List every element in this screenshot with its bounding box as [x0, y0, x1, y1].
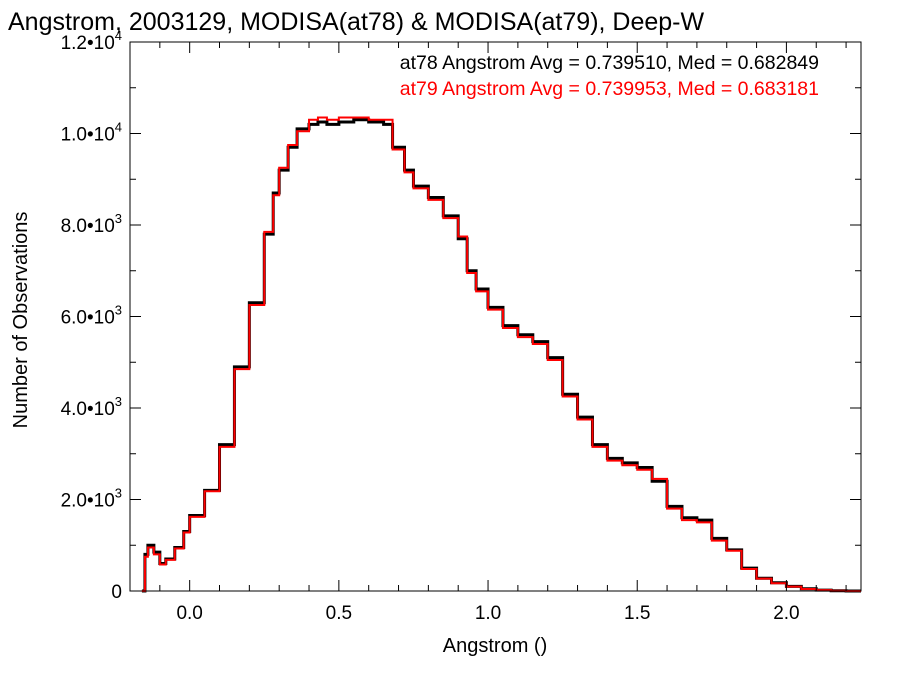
- y-tick-label: 8.0•103: [61, 211, 122, 237]
- annotation-2: at79 Angstrom Avg = 0.739953, Med = 0.68…: [400, 78, 819, 100]
- y-tick-label: 1.2•104: [61, 28, 122, 54]
- x-tick-label: 0.5: [326, 603, 352, 624]
- y-axis-title: Number of Observations: [10, 212, 32, 429]
- x-axis-title: Angstrom (): [443, 635, 547, 657]
- x-tick-label: 2.0: [773, 603, 799, 624]
- y-tick-label: 1.0•104: [61, 120, 122, 146]
- x-tick-label: 0.0: [176, 603, 202, 624]
- x-tick-label: 1.5: [624, 603, 650, 624]
- y-tick-label: 0: [111, 582, 122, 603]
- y-tick-label: 6.0•103: [61, 303, 122, 329]
- axis-ticks: [129, 41, 861, 592]
- y-axis-title-text: Number of Observations: [10, 212, 32, 429]
- series-line-2: [141, 116, 861, 592]
- legend-annotations: at78 Angstrom Avg = 0.739510, Med = 0.68…: [400, 52, 819, 100]
- tick-labels: 0.0 0.5 1.0 1.5 2.0 0 2.0•103 4.0•103 6.0•103 8.0…: [61, 28, 800, 624]
- annotation-1: at78 Angstrom Avg = 0.739510, Med = 0.68…: [400, 52, 819, 74]
- x-tick-label: 1.0: [475, 603, 501, 624]
- chart-title: Angstrom, 2003129, MODISA(at78) & MODISA…: [8, 8, 704, 36]
- y-tick-label: 2.0•103: [61, 486, 122, 512]
- plot-series: [141, 116, 861, 593]
- plot-frame: [129, 41, 862, 592]
- y-tick-label: 4.0•103: [61, 394, 122, 420]
